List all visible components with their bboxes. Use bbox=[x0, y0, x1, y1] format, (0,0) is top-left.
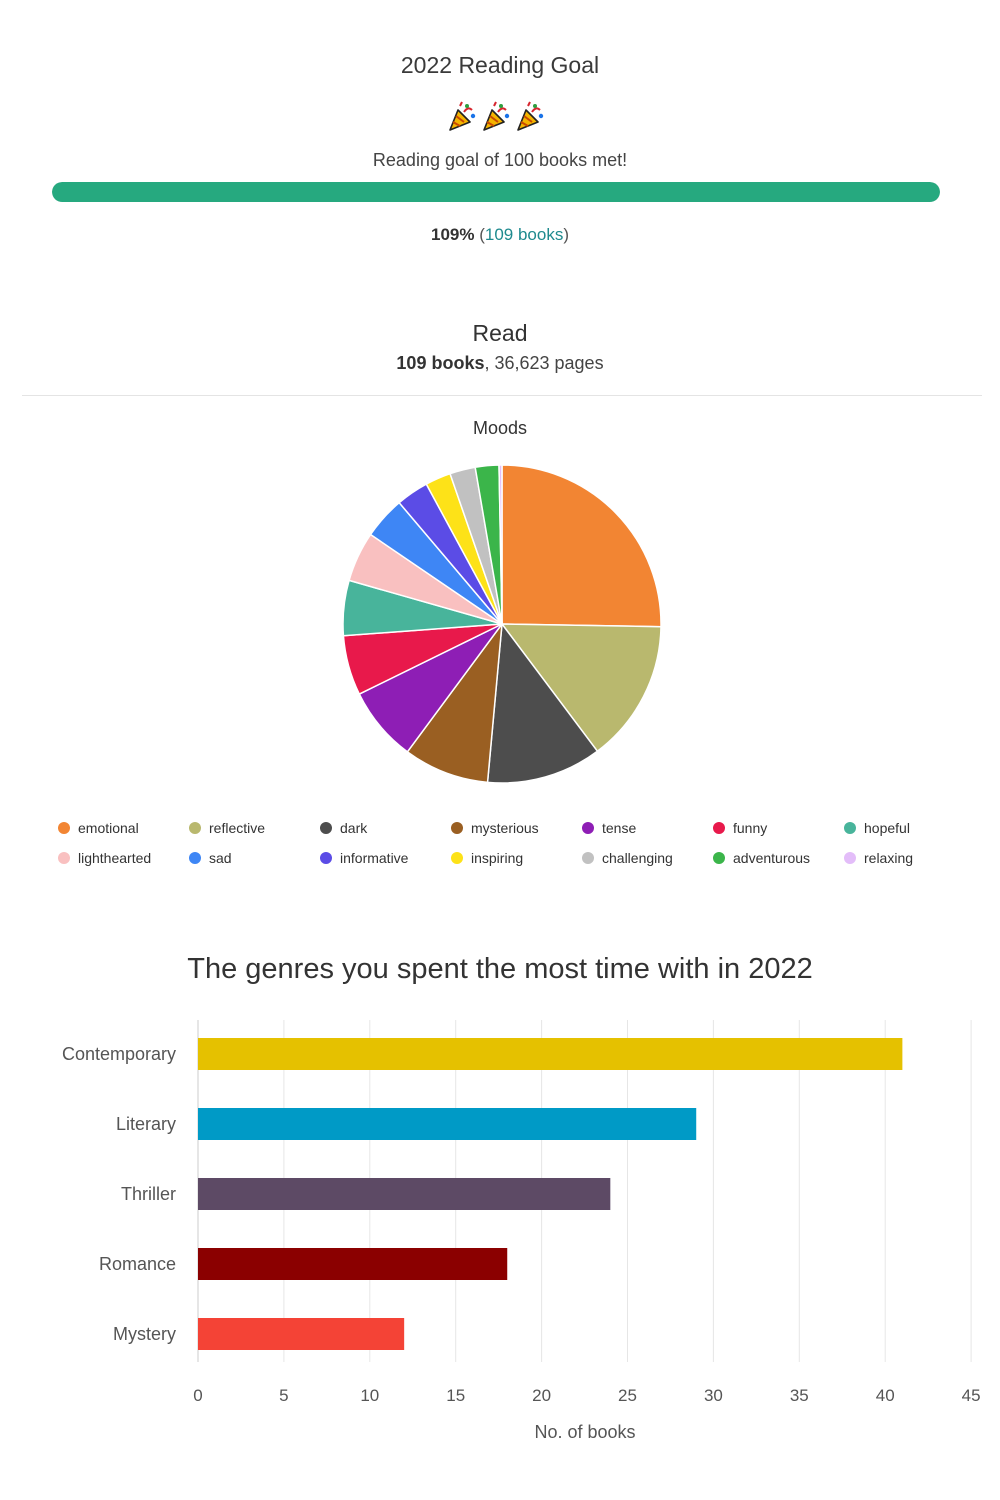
legend-item-adventurous[interactable]: adventurous bbox=[713, 848, 810, 868]
legend-dot bbox=[582, 852, 594, 865]
legend-item-lighthearted[interactable]: lighthearted bbox=[58, 848, 151, 868]
bar-Thriller[interactable] bbox=[198, 1178, 611, 1210]
read-stats: 109 books, 36,623 pages bbox=[0, 353, 1000, 374]
party-popper-icon bbox=[517, 101, 544, 131]
legend-dot bbox=[189, 852, 201, 865]
category-label: Contemporary bbox=[62, 1044, 176, 1064]
legend-label: funny bbox=[733, 820, 768, 836]
legend-dot bbox=[189, 822, 201, 835]
legend-item-tense[interactable]: tense bbox=[582, 818, 636, 838]
category-label: Romance bbox=[99, 1254, 176, 1274]
category-label: Thriller bbox=[121, 1184, 176, 1204]
goal-status-text: Reading goal of 100 books met! bbox=[372, 150, 628, 170]
legend-item-dark[interactable]: dark bbox=[320, 818, 367, 838]
legend-label: inspiring bbox=[471, 850, 524, 866]
read-books-count: 109 books bbox=[396, 353, 485, 373]
legend-dot bbox=[451, 852, 463, 865]
x-tick-label: 5 bbox=[279, 1386, 288, 1405]
party-icons bbox=[0, 98, 1000, 138]
category-label: Mystery bbox=[113, 1324, 176, 1344]
legend-dot bbox=[582, 822, 594, 835]
goal-percent-value: 109% bbox=[430, 225, 475, 244]
legend-item-hopeful[interactable]: hopeful bbox=[844, 818, 910, 838]
legend-dot bbox=[844, 852, 856, 865]
pie-slice-dark[interactable] bbox=[486, 621, 599, 784]
x-tick-label: 15 bbox=[446, 1386, 465, 1405]
goal-books-link[interactable]: 109 books bbox=[484, 225, 564, 244]
bar-Contemporary[interactable] bbox=[198, 1038, 903, 1070]
legend-dot bbox=[713, 852, 725, 865]
x-tick-label: 30 bbox=[704, 1386, 723, 1405]
legend-item-challenging[interactable]: challenging bbox=[582, 848, 673, 868]
bar-Literary[interactable] bbox=[198, 1108, 697, 1140]
x-axis-title: No. of books bbox=[534, 1422, 635, 1442]
moods-pie-chart bbox=[342, 464, 662, 784]
pie-slice-mysterious[interactable] bbox=[406, 621, 503, 784]
legend-dot bbox=[844, 822, 856, 835]
x-tick-label: 45 bbox=[962, 1386, 981, 1405]
genres-chart-title: The genres you spent the most time with … bbox=[187, 953, 813, 985]
bar-Romance[interactable] bbox=[198, 1248, 508, 1280]
legend-label: sad bbox=[209, 850, 232, 866]
party-popper-icon bbox=[483, 101, 510, 131]
pie-slice-relaxing[interactable] bbox=[498, 464, 503, 625]
bar-Mystery[interactable] bbox=[198, 1318, 405, 1350]
legend-label: adventurous bbox=[733, 850, 811, 866]
x-tick-label: 20 bbox=[532, 1386, 551, 1405]
category-label: Literary bbox=[116, 1114, 176, 1134]
goal-progress-fill bbox=[52, 182, 940, 202]
legend-dot bbox=[58, 822, 70, 835]
legend-item-emotional[interactable]: emotional bbox=[58, 818, 139, 838]
legend-item-mysterious[interactable]: mysterious bbox=[451, 818, 539, 838]
section-divider bbox=[22, 395, 982, 396]
legend-label: reflective bbox=[209, 820, 266, 836]
legend-dot bbox=[713, 822, 725, 835]
legend-item-funny[interactable]: funny bbox=[713, 818, 767, 838]
genres-bar-chart: 0 5 10 15 20 25 30 35 40 45 Contemporary Literary Th… bbox=[62, 1020, 981, 1442]
legend-label: hopeful bbox=[864, 820, 910, 836]
moods-chart-title: Moods bbox=[472, 418, 528, 438]
x-tick-label: 0 bbox=[193, 1386, 202, 1405]
pie-slice-reflective[interactable] bbox=[500, 623, 662, 753]
goal-progress-bar bbox=[52, 182, 940, 202]
read-title: Read bbox=[472, 320, 528, 346]
goal-title: 2022 Reading Goal bbox=[400, 52, 600, 78]
party-popper-icon bbox=[449, 101, 476, 131]
legend-label: emotional bbox=[78, 820, 139, 836]
legend-dot bbox=[58, 852, 70, 865]
x-tick-label: 25 bbox=[618, 1386, 637, 1405]
legend-label: informative bbox=[340, 850, 409, 866]
legend-dot bbox=[320, 822, 332, 835]
pie-slice-emotional[interactable] bbox=[501, 464, 662, 628]
legend-label: relaxing bbox=[864, 850, 914, 866]
legend-dot bbox=[451, 822, 463, 835]
read-pages-count: , 36,623 pages bbox=[484, 353, 604, 373]
legend-label: dark bbox=[340, 820, 368, 836]
legend-item-informative[interactable]: informative bbox=[320, 848, 408, 868]
legend-dot bbox=[320, 852, 332, 865]
legend-item-relaxing[interactable]: relaxing bbox=[844, 848, 913, 868]
x-tick-label: 35 bbox=[790, 1386, 809, 1405]
legend-label: challenging bbox=[602, 850, 673, 866]
goal-percent: 109% (109 books) bbox=[430, 225, 569, 244]
legend-item-inspiring[interactable]: inspiring bbox=[451, 848, 523, 868]
legend-label: tense bbox=[602, 820, 637, 836]
legend-label: mysterious bbox=[471, 820, 539, 836]
x-tick-label: 10 bbox=[360, 1386, 379, 1405]
legend-item-sad[interactable]: sad bbox=[189, 848, 232, 868]
legend-item-reflective[interactable]: reflective bbox=[189, 818, 265, 838]
legend-label: lighthearted bbox=[78, 850, 152, 866]
x-tick-label: 40 bbox=[876, 1386, 895, 1405]
